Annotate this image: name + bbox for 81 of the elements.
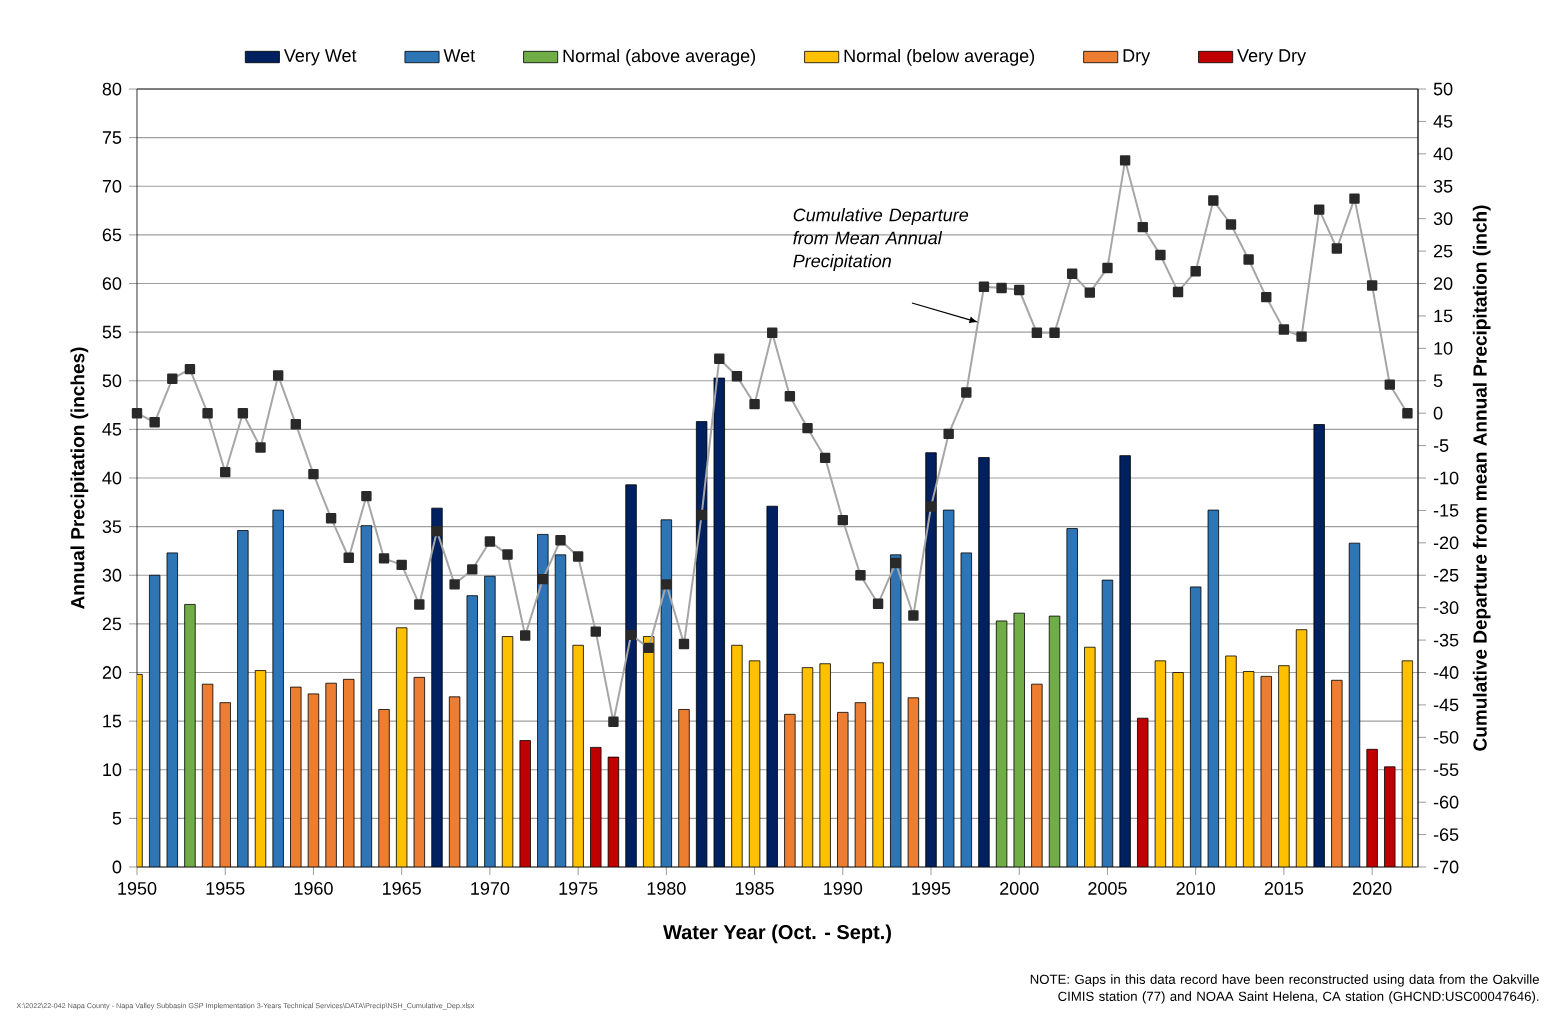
x-tick-label: 2000 <box>1000 882 1039 895</box>
x-tick-label: 2015 <box>1264 882 1304 895</box>
y2-tick-label: 30 <box>1433 212 1453 226</box>
x-tick-label: 1965 <box>383 882 421 895</box>
x-tick-label: 1950 <box>118 882 157 895</box>
y-tick-label: 0 <box>112 860 122 874</box>
y2-tick-label: 15 <box>1434 309 1453 323</box>
x-tick-label: 2005 <box>1088 882 1127 895</box>
x-tick-label: 2010 <box>1176 882 1216 895</box>
y2-tick-label: -15 <box>1433 504 1459 517</box>
legend-label: Very Dry <box>1237 49 1307 66</box>
y-tick-label: 80 <box>102 82 122 96</box>
y-tick-label: 65 <box>102 228 122 242</box>
y-tick-label: 20 <box>102 666 122 679</box>
y2-tick-label: 45 <box>1433 115 1453 128</box>
x-tick-label: 2020 <box>1353 882 1392 895</box>
x-tick-label: 1955 <box>206 882 245 895</box>
y2-tick-label: 50 <box>1433 82 1453 96</box>
y2-tick-label: -60 <box>1433 795 1459 809</box>
y-tick-label: 25 <box>102 617 122 631</box>
y2-tick-label: -70 <box>1433 860 1459 874</box>
y-tick-label: 40 <box>102 471 122 485</box>
y2-tick-label: 0 <box>1433 406 1443 420</box>
y2-tick-label: -45 <box>1433 698 1459 712</box>
bar <box>1119 455 1131 867</box>
legend-label: Normal (above average) <box>563 49 756 66</box>
x-tick-label: 1985 <box>735 882 774 895</box>
y2-tick-label: 35 <box>1433 179 1453 193</box>
bar <box>625 484 637 867</box>
bar <box>237 530 249 867</box>
y2-axis-title: Cumulative Departure from mean Annual Precipitation (inch) <box>1472 205 1491 751</box>
legend-label: Wet <box>443 49 476 62</box>
annotation: Cumulative Departure from Mean Annual Precipitation <box>793 208 969 271</box>
bar <box>695 421 708 867</box>
text: NOTE: Gaps in this data record have been reconstructed using data from the Oakville CIMIS station (77) and NOAA Saint Helena, CA station (GHCND:USC00047646). <box>1030 974 1539 1004</box>
legend-label: Normal (below average) <box>844 49 1035 66</box>
y2-tick-label: 5 <box>1433 374 1443 388</box>
x-tick-label: 1980 <box>647 882 686 895</box>
y-tick-label: 60 <box>102 277 122 290</box>
y2-tick-label: -35 <box>1433 633 1459 647</box>
y-tick-label: 30 <box>102 568 122 582</box>
y2-tick-label: -5 <box>1433 439 1449 452</box>
bar <box>890 554 902 867</box>
bar <box>184 604 196 867</box>
y-tick-label: 15 <box>103 714 122 728</box>
y-tick-label: 5 <box>112 812 122 825</box>
y2-tick-label: 25 <box>1433 244 1453 258</box>
y2-tick-label: -10 <box>1433 471 1459 485</box>
legend-label: Very Wet <box>283 49 357 66</box>
y2-tick-label: 20 <box>1433 277 1453 290</box>
bar <box>925 452 937 867</box>
y2-tick-label: -65 <box>1433 828 1459 841</box>
y2-tick-label: -40 <box>1433 666 1459 679</box>
x-tick-label: 1970 <box>471 882 510 895</box>
y-tick-label: 55 <box>102 325 122 339</box>
bar <box>978 457 990 867</box>
y2-tick-label: 40 <box>1433 147 1453 161</box>
y2-tick-label: -50 <box>1433 730 1459 744</box>
y-tick-label: 70 <box>102 179 122 193</box>
bar <box>1366 748 1378 867</box>
x-tick-label: 1990 <box>824 882 863 895</box>
bar <box>537 534 549 867</box>
y2-tick-label: -25 <box>1433 568 1459 582</box>
x-tick-label: 1995 <box>912 882 951 895</box>
x-tick-label: 1960 <box>294 882 333 895</box>
y-tick-label: 50 <box>102 374 122 388</box>
y2-tick-label: -20 <box>1433 536 1459 550</box>
y-tick-label: 75 <box>102 131 122 144</box>
bar <box>484 575 496 867</box>
x-axis-title: Water Year (Oct. - Sept.) <box>663 924 891 944</box>
y2-tick-label: -30 <box>1433 601 1459 615</box>
y-axis-title: Annual Precipitation (inches) <box>70 347 89 609</box>
legend-label: Dry <box>1123 49 1151 66</box>
y2-tick-label: -55 <box>1433 763 1459 777</box>
y-tick-label: 45 <box>102 423 122 436</box>
bar <box>660 519 673 867</box>
bar <box>431 507 443 867</box>
y-tick-label: 10 <box>103 763 122 777</box>
y-tick-label: 35 <box>102 520 122 534</box>
x-tick-label: 1975 <box>559 882 598 895</box>
y2-tick-label: 10 <box>1434 341 1453 355</box>
